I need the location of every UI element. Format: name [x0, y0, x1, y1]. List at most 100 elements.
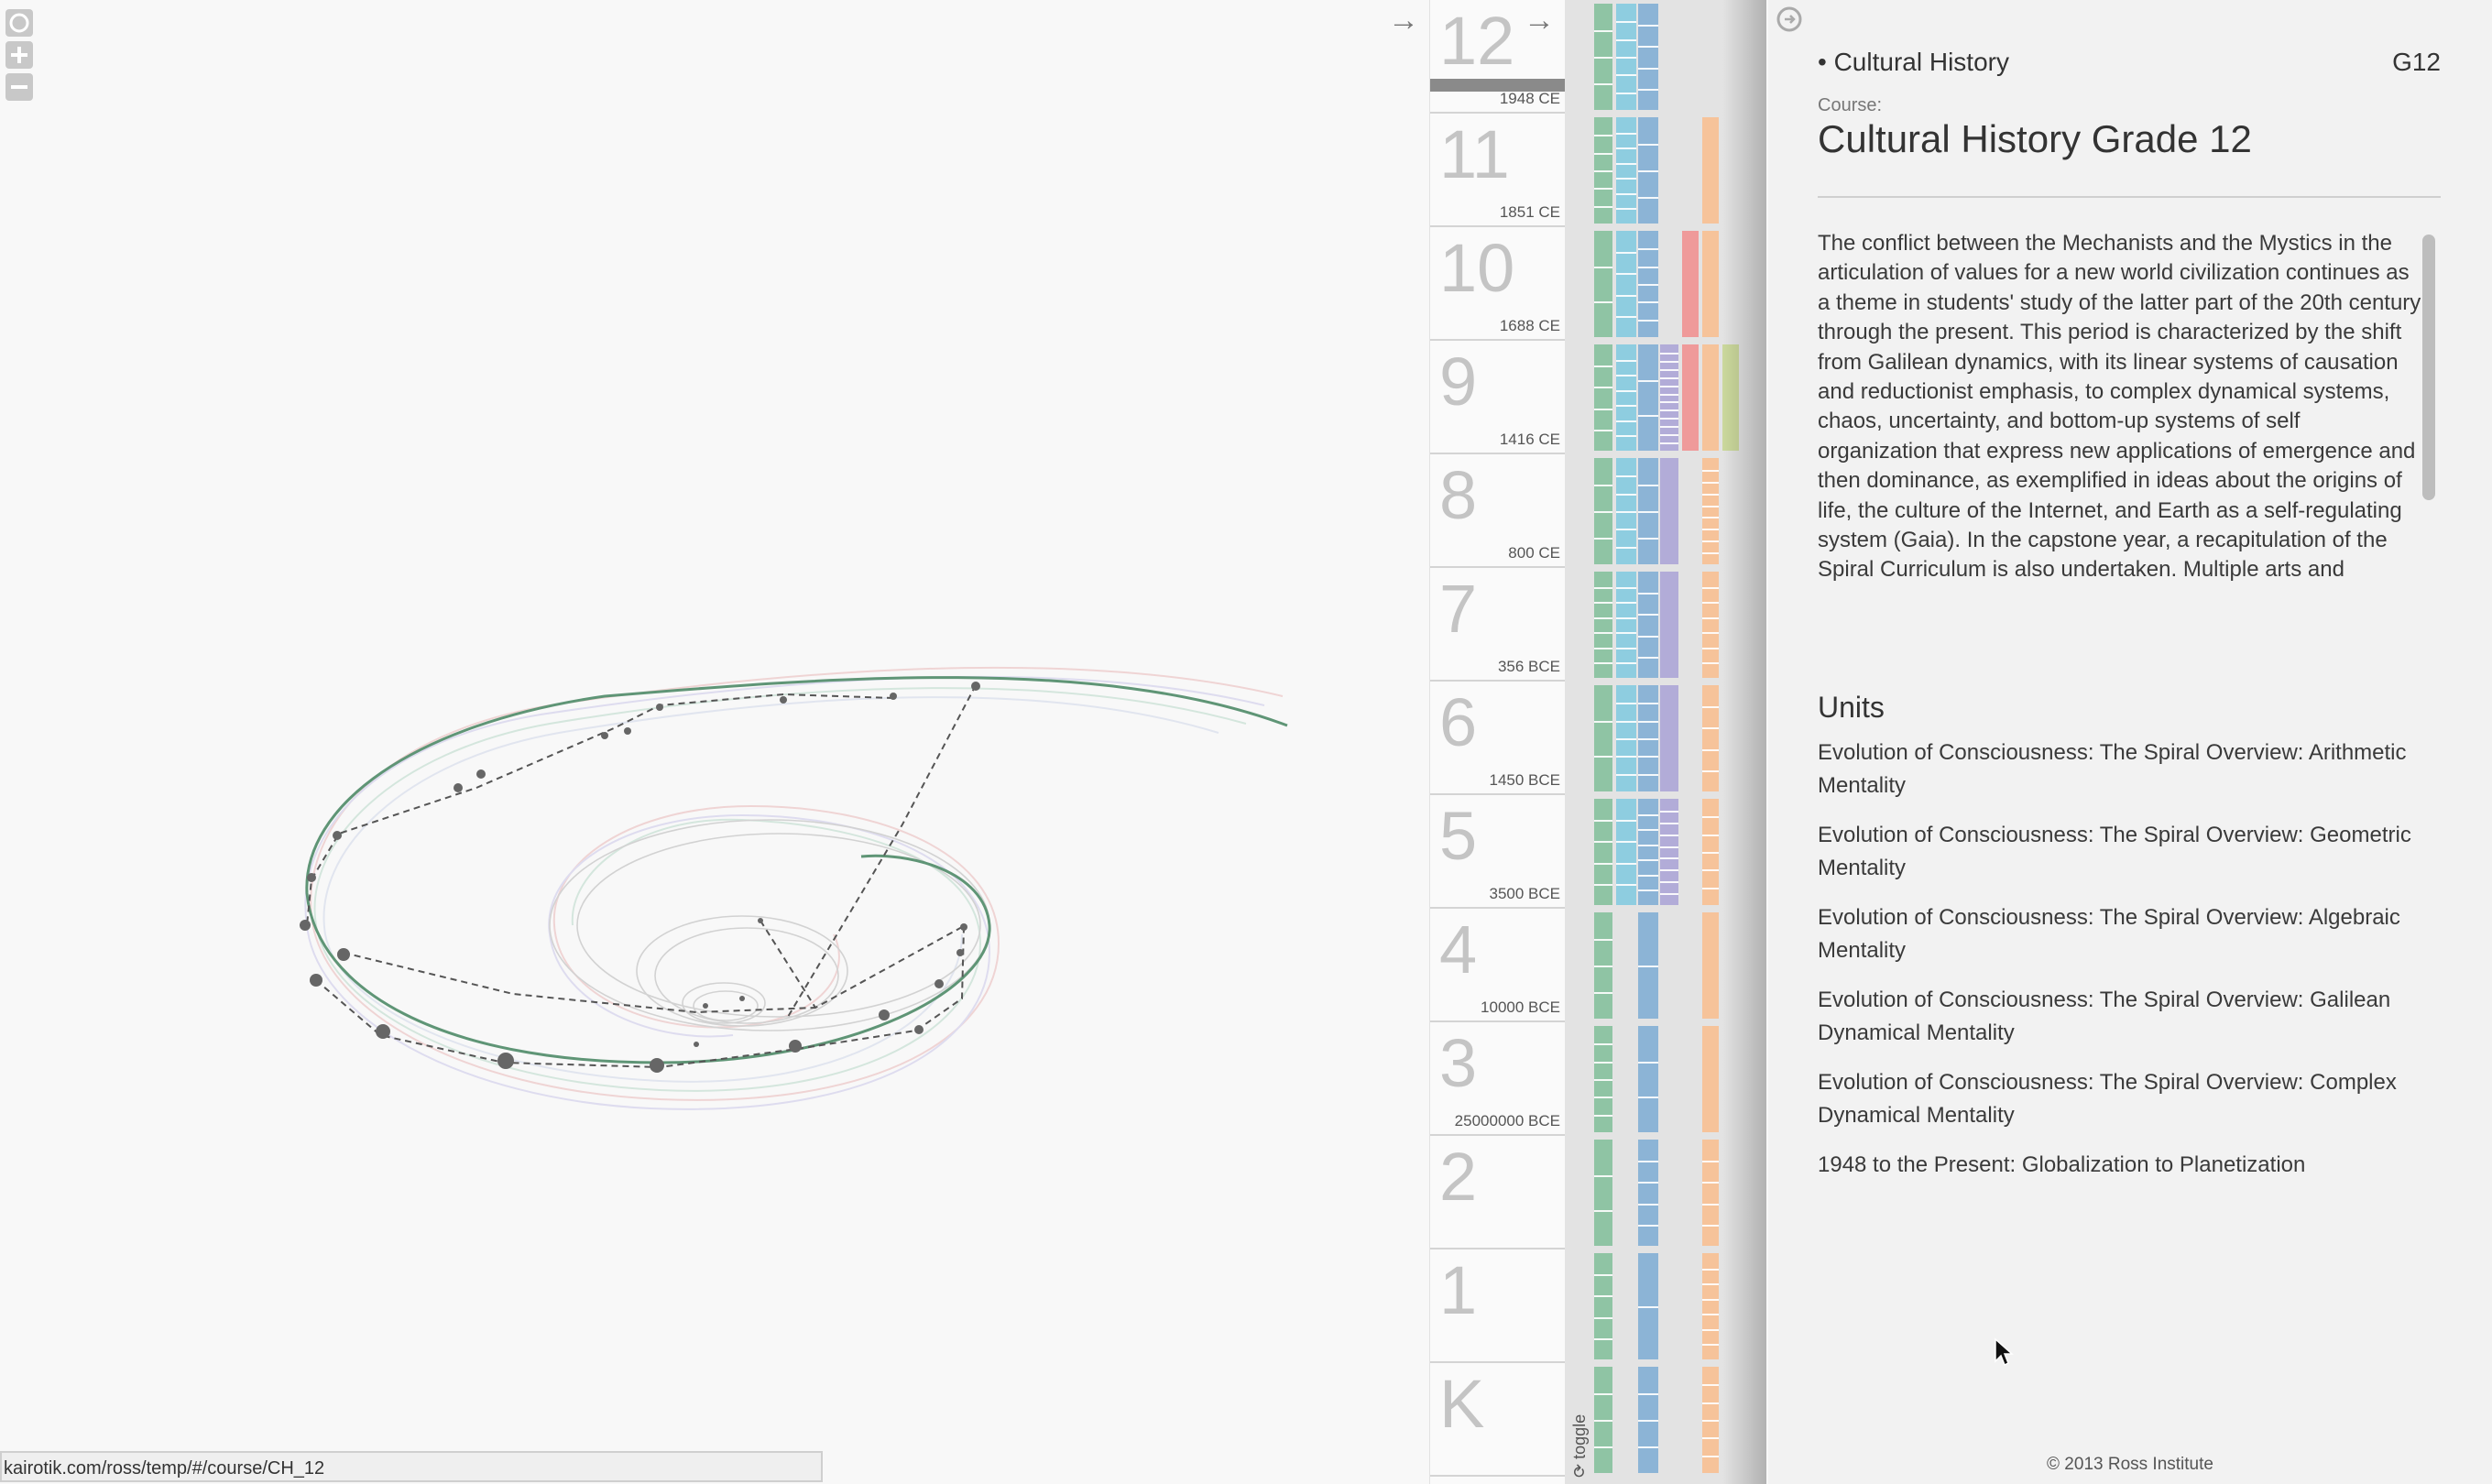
stripe-tick: [1638, 1225, 1658, 1227]
grade-number: 10: [1439, 230, 1515, 306]
spiral-node: [703, 1003, 708, 1009]
stripe-tick: [1616, 39, 1636, 41]
connector-line: [787, 684, 977, 1018]
grade-row[interactable]: 5 3500 BCE: [1430, 795, 1566, 909]
stripe-tick: [1594, 170, 1612, 172]
stripe-tick: [1638, 814, 1658, 816]
curriculum-stripes: [1565, 0, 1766, 1484]
stripe-tick: [1638, 511, 1658, 513]
unit-item[interactable]: Evolution of Consciousness: The Spiral O…: [1818, 823, 2411, 880]
stripe-tick: [1638, 320, 1658, 322]
stripe-tick: [1594, 966, 1612, 967]
stripe-tick: [1616, 147, 1636, 149]
stripe-tick: [1702, 1402, 1719, 1404]
stripe-tick: [1616, 841, 1636, 843]
zoom-out-button[interactable]: [5, 73, 33, 101]
stripe-tick: [1616, 511, 1636, 513]
curriculum-stripe[interactable]: [1616, 0, 1636, 1477]
stripe-tick: [1638, 68, 1658, 70]
stripe-tick: [1594, 301, 1612, 303]
stripe-tick: [1594, 1317, 1612, 1319]
unit-item[interactable]: Evolution of Consciousness: The Spiral O…: [1818, 740, 2407, 798]
stripe-tick: [1638, 144, 1658, 146]
stripe-tick: [1702, 727, 1719, 729]
spiral-visualization[interactable]: →: [0, 0, 1429, 1484]
spiral-node: [310, 974, 322, 987]
spiral-node: [956, 949, 964, 956]
grade-row[interactable]: 11 1851 CE: [1430, 114, 1566, 227]
spiral-canvas[interactable]: [0, 0, 1429, 1484]
grade-number: 8: [1439, 457, 1478, 533]
circle-arrow-icon[interactable]: [1776, 5, 1803, 33]
curriculum-stripe[interactable]: [1702, 0, 1719, 1477]
stripe-tick: [1660, 394, 1678, 396]
status-url: kairotik.com/ross/temp/#/course/CH_12: [4, 1458, 325, 1479]
grade-row[interactable]: 9 1416 CE: [1430, 341, 1566, 454]
unit-item[interactable]: Evolution of Consciousness: The Spiral O…: [1818, 905, 2400, 963]
stripe-cell: [1594, 1026, 1612, 1132]
toggle-button[interactable]: ⟳ toggle: [1568, 1388, 1590, 1479]
stripe-cell: [1638, 685, 1658, 791]
grade-row[interactable]: 2: [1430, 1136, 1566, 1249]
stripe-tick: [1638, 738, 1658, 740]
spiral-node: [454, 783, 463, 792]
stripe-tick: [1594, 820, 1612, 822]
stripe-cell: [1660, 344, 1678, 451]
grade-number: 7: [1439, 571, 1478, 647]
curriculum-stripe[interactable]: [1682, 0, 1699, 1477]
description-scrollbar[interactable]: [2422, 235, 2435, 500]
grade-row[interactable]: 12 1948 CE: [1430, 0, 1566, 114]
course-description: The conflict between the Mechanists and …: [1818, 231, 2421, 583]
grade-number: 1: [1439, 1252, 1478, 1328]
stripe-tick: [1616, 774, 1636, 776]
grade-row[interactable]: 7 356 BCE: [1430, 568, 1566, 682]
grade-row[interactable]: 8 800 CE: [1430, 454, 1566, 568]
curriculum-stripe[interactable]: [1638, 0, 1658, 1477]
spiral-node: [694, 1042, 699, 1047]
grade-start-year: 356 BCE: [1497, 658, 1560, 675]
stripe-tick: [1638, 248, 1658, 250]
unit-item[interactable]: Evolution of Consciousness: The Spiral O…: [1818, 988, 2391, 1045]
curriculum-stripe[interactable]: [1594, 0, 1612, 1477]
spiral-node: [656, 704, 663, 711]
collapse-arrow-icon[interactable]: →: [1388, 3, 1419, 38]
stripe-tick: [1616, 21, 1636, 23]
expand-arrow-icon[interactable]: →: [1524, 3, 1555, 38]
zoom-in-button[interactable]: [5, 41, 33, 69]
course-description-scroll[interactable]: The conflict between the Mechanists and …: [1818, 229, 2441, 649]
zoom-controls: [5, 9, 35, 105]
stripe-cell: [1638, 344, 1658, 451]
curriculum-stripe[interactable]: [1722, 0, 1739, 1477]
stripe-cell: [1702, 117, 1719, 224]
stripe-tick: [1594, 188, 1612, 190]
stripe-cell: [1638, 117, 1658, 224]
subject-title[interactable]: • Cultural History: [1818, 48, 2009, 76]
grade-row[interactable]: 10 1688 CE: [1430, 227, 1566, 341]
grade-row[interactable]: 6 1450 BCE: [1430, 682, 1566, 795]
inner-spiral-ring: [693, 990, 759, 1021]
stripe-tick: [1594, 83, 1612, 85]
stripe-tick: [1638, 1420, 1658, 1422]
stripe-tick: [1616, 316, 1636, 318]
stripe-tick: [1594, 409, 1612, 410]
stripe-tick: [1702, 888, 1719, 889]
grade-row[interactable]: K: [1430, 1363, 1566, 1477]
unit-item[interactable]: 1948 to the Present: Globalization to Pl…: [1818, 1152, 2306, 1177]
grade-start-year: 1450 BCE: [1489, 771, 1561, 789]
stripe-tick: [1594, 430, 1612, 431]
spiral-node: [300, 920, 311, 931]
spiral-trace: [322, 696, 1219, 1083]
stripe-tick: [1702, 816, 1719, 818]
reset-view-button[interactable]: [5, 9, 33, 37]
unit-item[interactable]: Evolution of Consciousness: The Spiral O…: [1818, 1070, 2397, 1128]
stripe-tick: [1660, 377, 1678, 379]
grade-row[interactable]: 1: [1430, 1249, 1566, 1363]
inner-spiral-ring: [576, 833, 981, 1018]
grade-row[interactable]: 3 25000000 BCE: [1430, 1022, 1566, 1136]
curriculum-stripe[interactable]: [1660, 0, 1678, 1477]
stripe-cell: [1616, 344, 1636, 451]
stripe-tick: [1616, 475, 1636, 477]
stripe-tick: [1702, 1204, 1719, 1206]
grade-row[interactable]: 4 10000 BCE: [1430, 909, 1566, 1022]
stripe-cell: [1594, 572, 1612, 678]
